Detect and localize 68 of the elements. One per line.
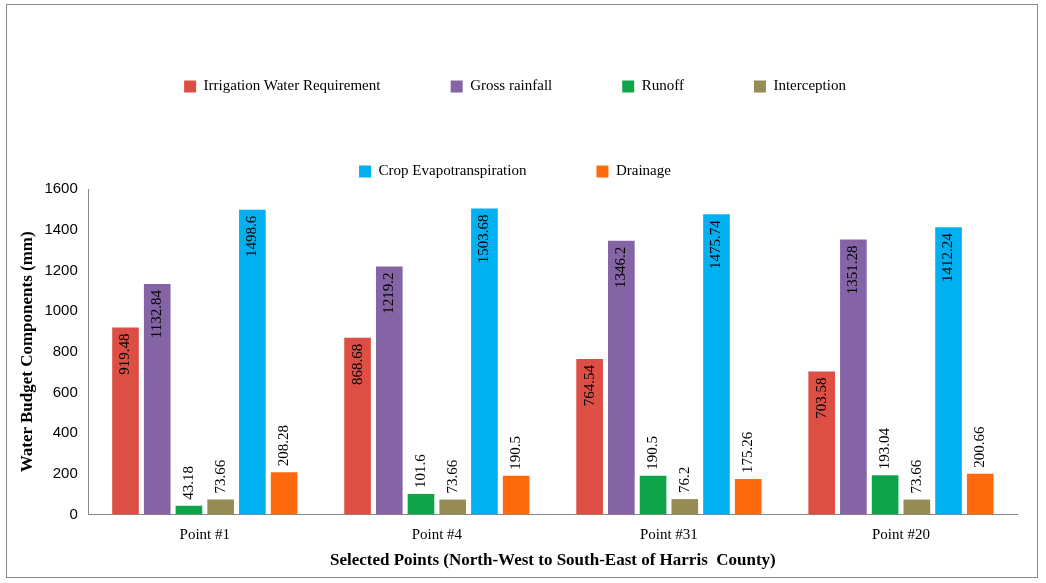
data-label: 193.04 xyxy=(876,427,893,470)
bar xyxy=(576,359,603,515)
data-label: 73.66 xyxy=(907,459,924,494)
bar xyxy=(143,284,171,515)
legend-label: Irrigation Water Requirement xyxy=(203,77,382,94)
bar xyxy=(703,214,730,515)
data-label: 1219.2 xyxy=(380,272,397,314)
data-label: 1412.24 xyxy=(939,232,956,282)
y-tick-label: 0 xyxy=(69,504,78,522)
y-tick-label: 600 xyxy=(52,382,78,400)
data-label: 175.26 xyxy=(739,431,756,473)
y-tick-label: 1200 xyxy=(44,260,78,278)
y-tick-label: 1600 xyxy=(44,179,78,197)
data-label: 1498.6 xyxy=(243,215,260,257)
x-axis-title: Selected Points (North-West to South-East of Harris County) xyxy=(330,550,776,570)
x-tick-label: Point #4 xyxy=(411,525,463,542)
data-label: 868.68 xyxy=(348,343,365,386)
bar xyxy=(207,499,234,515)
x-tick-label: Point #1 xyxy=(179,525,231,542)
bar xyxy=(344,337,371,515)
data-label: 1503.68 xyxy=(475,214,492,264)
bar xyxy=(375,266,403,515)
legend-label: Interception xyxy=(773,77,847,94)
bar xyxy=(407,493,435,515)
y-tick-label: 800 xyxy=(52,341,78,359)
legend-label: Drainage xyxy=(615,162,672,179)
y-axis-title: Water Budget Components (mm) xyxy=(16,231,36,473)
y-tick-label: 1000 xyxy=(44,301,78,319)
data-label: 1351.28 xyxy=(844,245,861,295)
x-tick-label: Point #20 xyxy=(872,525,930,542)
legend-label: Crop Evapotranspiration xyxy=(378,162,527,179)
data-label: 76.2 xyxy=(675,466,692,494)
data-label: 43.18 xyxy=(179,466,196,500)
data-label: 190.5 xyxy=(507,436,524,470)
bar xyxy=(608,240,635,515)
bar xyxy=(439,499,467,515)
legend-label: Runoff xyxy=(641,77,684,94)
data-label: 208.28 xyxy=(275,424,292,467)
bar xyxy=(935,227,962,515)
bar xyxy=(840,239,867,515)
data-label: 919.48 xyxy=(116,333,133,375)
bar xyxy=(871,475,899,515)
bar xyxy=(270,472,298,515)
data-label: 1475.74 xyxy=(707,219,724,270)
y-tick-label: 1400 xyxy=(44,219,78,237)
bar xyxy=(239,209,266,515)
data-label: 1132.84 xyxy=(148,289,165,339)
y-tick-label: 200 xyxy=(52,464,78,482)
data-label: 73.66 xyxy=(443,459,460,494)
data-label: 703.58 xyxy=(812,377,829,419)
bar xyxy=(112,327,139,515)
data-label: 1346.2 xyxy=(612,246,629,288)
bar xyxy=(502,475,530,515)
x-tick-label: Point #31 xyxy=(639,525,698,542)
data-label: 764.54 xyxy=(580,364,597,407)
bar xyxy=(808,371,836,515)
bar xyxy=(966,473,994,515)
data-label: 190.5 xyxy=(643,436,660,470)
data-label: 200.66 xyxy=(971,426,988,468)
bar xyxy=(734,478,762,515)
legend-label: Gross rainfall xyxy=(470,77,553,94)
data-label: 73.66 xyxy=(211,459,228,494)
bar xyxy=(903,499,931,515)
bar xyxy=(639,475,667,515)
bar xyxy=(671,499,699,515)
data-label: 101.6 xyxy=(411,453,428,488)
bar xyxy=(471,208,498,515)
y-tick-label: 400 xyxy=(52,423,78,441)
